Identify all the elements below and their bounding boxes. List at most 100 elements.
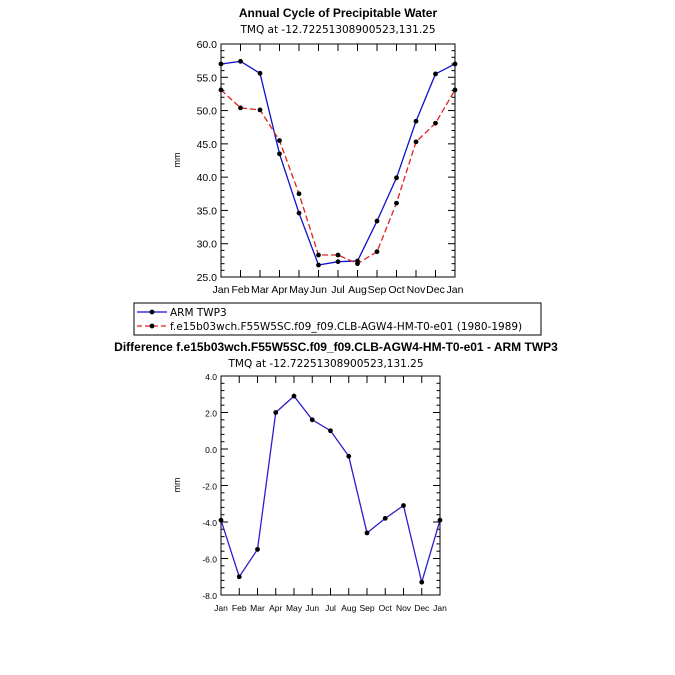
x-tick-label: Apr xyxy=(269,603,282,613)
x-tick-label: Mar xyxy=(251,284,270,296)
data-point xyxy=(433,120,438,126)
legend-box xyxy=(133,302,542,336)
chart-title: Annual Cycle of Precipitable Water xyxy=(239,6,438,20)
y-axis-label: mm xyxy=(172,478,182,493)
plot-frame xyxy=(220,43,456,278)
precipitable-water-chart: Annual Cycle of Precipitable Water TMQ a… xyxy=(172,6,464,296)
x-tick-label: Jul xyxy=(331,284,344,296)
data-point xyxy=(413,118,419,124)
y-tick-label: -4.0 xyxy=(202,518,217,528)
y-tick-labels: 25.0 30.0 35.0 40.0 45.0 50.0 55.0 60.0 xyxy=(197,39,218,284)
series-line xyxy=(220,395,441,585)
data-point xyxy=(238,105,243,111)
x-tick-label: Dec xyxy=(414,603,430,613)
x-tick-label: Oct xyxy=(388,284,404,296)
data-point xyxy=(316,262,321,268)
data-point xyxy=(257,107,263,113)
data-point xyxy=(273,410,279,415)
y-tick-label: -2.0 xyxy=(202,482,217,492)
chart-subtitle: TMQ at -12.72251308900523,131.25 xyxy=(227,358,423,370)
x-tick-label: Feb xyxy=(232,603,247,613)
legend-entry-obs: ARM TWP3 xyxy=(170,307,227,319)
data-point xyxy=(218,87,224,93)
data-point xyxy=(355,261,360,267)
data-point xyxy=(374,218,380,224)
x-tick-label: Nov xyxy=(396,603,412,613)
data-point xyxy=(452,61,458,67)
x-tick-label: Aug xyxy=(348,284,367,296)
data-point xyxy=(236,574,242,580)
data-point xyxy=(257,70,263,76)
y-tick-label: -6.0 xyxy=(202,555,217,565)
data-point xyxy=(437,517,443,523)
data-point xyxy=(255,546,260,552)
data-series xyxy=(218,58,458,268)
data-point xyxy=(413,139,419,145)
chart-subtitle: TMQ at -12.72251308900523,131.25 xyxy=(239,24,435,36)
y-tick-label: 0.0 xyxy=(205,445,217,455)
data-point xyxy=(346,453,352,459)
x-tick-label: Jun xyxy=(305,603,319,613)
y-tick-label: 50.0 xyxy=(197,106,218,118)
x-tick-label: Sep xyxy=(359,603,374,613)
data-point xyxy=(394,200,399,206)
data-point xyxy=(401,503,406,508)
x-tick-label: Mar xyxy=(250,603,265,613)
data-point xyxy=(394,175,399,181)
data-point xyxy=(291,393,297,399)
y-tick-label: 2.0 xyxy=(205,409,217,419)
data-point xyxy=(277,138,282,143)
x-tick-label: Dec xyxy=(426,284,445,296)
y-tick-label: 45.0 xyxy=(197,139,218,151)
data-point xyxy=(433,71,438,77)
y-tick-label: 25.0 xyxy=(197,272,218,284)
data-point xyxy=(238,58,243,64)
tick-marks xyxy=(220,375,441,596)
data-point xyxy=(382,515,388,521)
x-tick-label: Jan xyxy=(433,603,447,613)
y-tick-label: 55.0 xyxy=(197,72,218,84)
plot-frame xyxy=(220,375,441,596)
data-point xyxy=(218,517,224,523)
x-tick-labels: Jan Feb Mar Apr May Jun Jul Aug Sep Oct Nov Dec Jan xyxy=(213,284,464,296)
series-line xyxy=(220,60,456,266)
x-tick-label: Jul xyxy=(325,603,336,613)
data-series xyxy=(218,393,443,585)
x-tick-label: Jan xyxy=(447,284,464,296)
x-tick-label: Apr xyxy=(271,284,288,296)
data-point xyxy=(218,61,224,67)
y-tick-label: 4.0 xyxy=(205,372,217,382)
x-tick-label: Aug xyxy=(341,603,356,613)
legend: ARM TWP3 f.e15b03wch.F55W5SC.f09_f09.CLB… xyxy=(133,302,542,336)
legend-model-marker xyxy=(149,323,155,329)
y-tick-label: -8.0 xyxy=(202,591,217,601)
x-tick-label: Oct xyxy=(379,603,393,613)
y-tick-label: 40.0 xyxy=(197,172,218,184)
x-tick-label: Sep xyxy=(368,284,387,296)
difference-chart: Difference f.e15b03wch.F55W5SC.f09_f09.C… xyxy=(114,340,558,613)
y-tick-label: 60.0 xyxy=(197,39,218,51)
data-point xyxy=(309,417,315,423)
x-tick-label: Jan xyxy=(214,603,228,613)
data-point xyxy=(419,579,425,585)
x-tick-label: Jan xyxy=(213,284,230,296)
legend-obs-marker xyxy=(149,309,155,315)
x-tick-labels: Jan Feb Mar Apr May Jun Jul Aug Sep Oct Nov Dec Jan xyxy=(214,603,447,613)
y-tick-label: 35.0 xyxy=(197,205,218,217)
data-point xyxy=(277,151,282,157)
series-line xyxy=(220,89,456,265)
tick-marks xyxy=(220,43,456,278)
x-tick-label: Nov xyxy=(407,284,426,296)
x-tick-label: May xyxy=(286,603,303,613)
chart-title: Difference f.e15b03wch.F55W5SC.f09_f09.C… xyxy=(114,340,558,354)
x-tick-label: May xyxy=(289,284,310,296)
y-tick-label: 30.0 xyxy=(197,239,218,251)
data-point xyxy=(335,259,341,265)
x-tick-label: Feb xyxy=(231,284,249,296)
data-point xyxy=(452,87,458,93)
data-point xyxy=(296,191,302,197)
y-axis-label: mm xyxy=(172,153,182,168)
data-point xyxy=(328,428,333,434)
data-point xyxy=(364,530,370,536)
data-point xyxy=(335,252,341,258)
